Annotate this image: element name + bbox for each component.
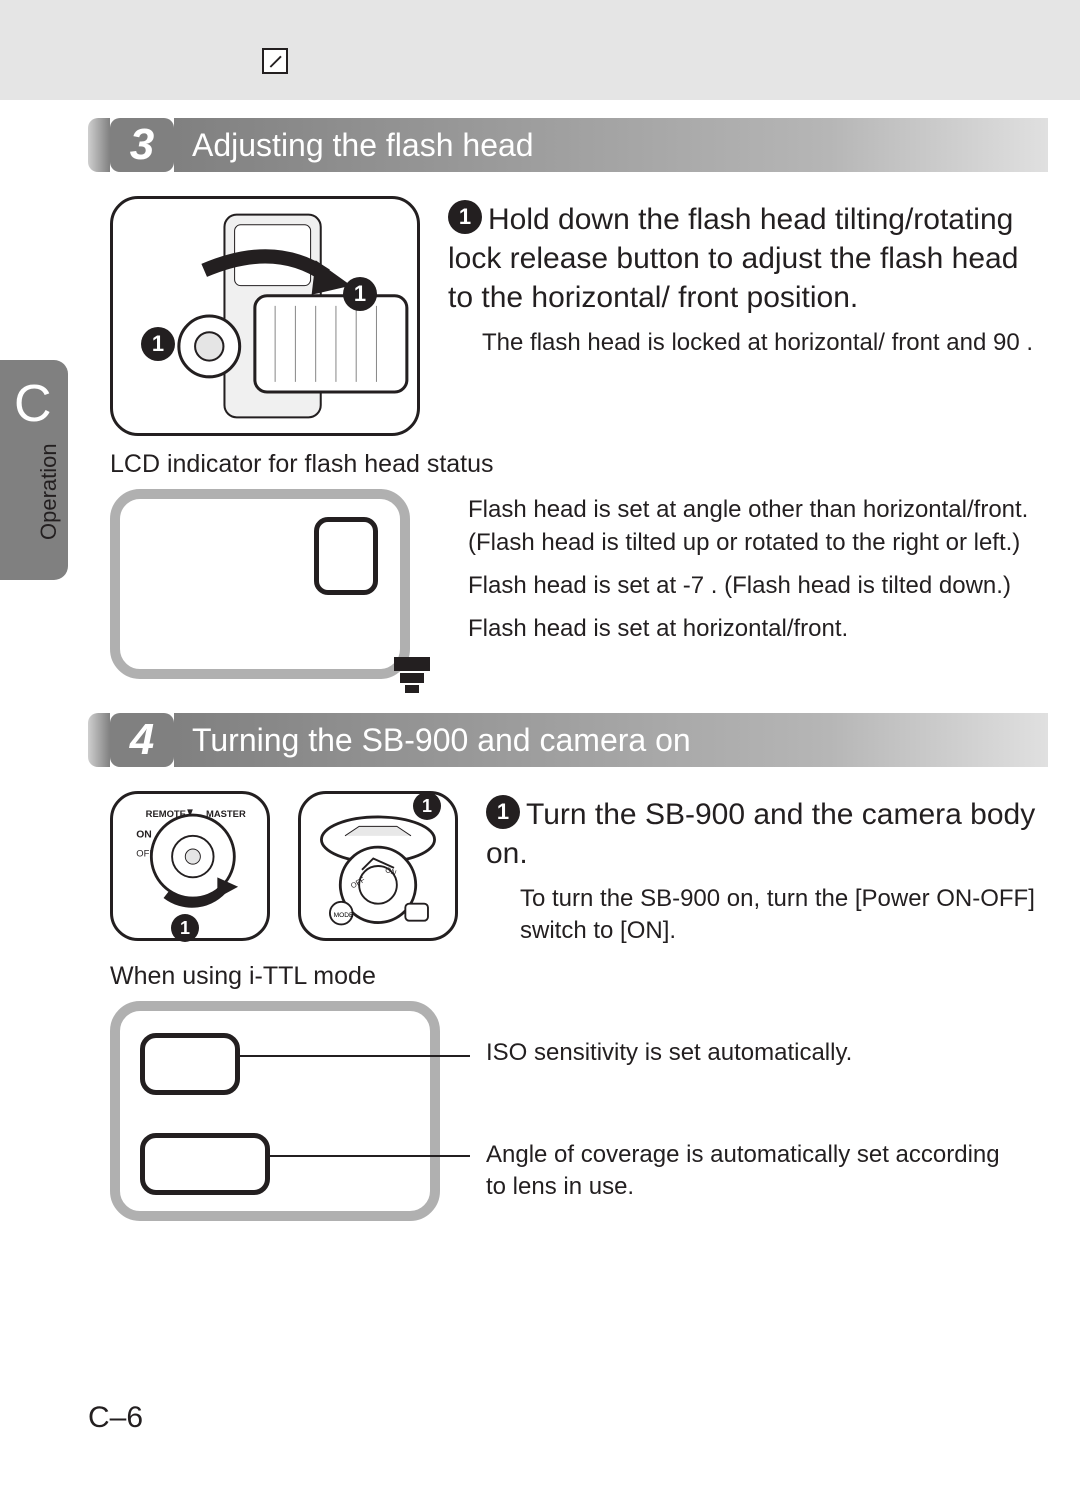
lcd-indicator-frame <box>110 489 410 679</box>
step-3-note: The flash head is locked at horizontal/ … <box>448 327 1048 359</box>
section-3-number: 3 <box>110 118 174 172</box>
section-4-heading: 4 Turning the SB-900 and camera on <box>88 713 1048 767</box>
svg-text:MASTER: MASTER <box>206 808 246 819</box>
fig-callout-1a: 1 <box>141 327 175 361</box>
section-3-text: 1Hold down the flash head tilting/rotati… <box>448 196 1048 436</box>
indicator-desc-1: Flash head is set at -7 . (Flash head is… <box>468 569 1048 602</box>
svg-text:ON: ON <box>136 830 152 841</box>
ittl-callout-0: ISO sensitivity is set automatically. <box>486 1039 1026 1067</box>
ittl-box-2 <box>140 1133 270 1195</box>
camera-callout-1: 1 <box>413 792 441 820</box>
section-3-title: Adjusting the flash head <box>174 118 1048 172</box>
fig-callout-1b: 1 <box>343 277 377 311</box>
step-4-note: To turn the SB-900 on, turn the [Power O… <box>486 883 1048 948</box>
page-content: 3 Adjusting the flash head <box>88 118 1048 1221</box>
indicator-desc-2: Flash head is set at horizontal/front. <box>468 612 1048 645</box>
section-3-heading: 3 Adjusting the flash head <box>88 118 1048 172</box>
ittl-lcd-frame <box>110 1001 440 1221</box>
section-4-title: Turning the SB-900 and camera on <box>174 713 1048 767</box>
flash-head-illustration <box>113 199 417 433</box>
flash-head-figure: 1 1 <box>110 196 420 436</box>
side-label: Operation <box>36 443 62 540</box>
svg-text:MODE: MODE <box>334 912 354 919</box>
step-4-text: Turn the SB-900 and the camera body on. <box>486 798 1035 870</box>
step-bullet-1: 1 <box>448 200 482 234</box>
step4-bullet: 1 <box>486 795 520 829</box>
leader-line-1 <box>238 1055 470 1057</box>
leader-line-2 <box>270 1155 470 1157</box>
section-letter: C <box>14 374 52 434</box>
header-bar <box>0 0 1080 100</box>
dial-callout-1: 1 <box>171 914 199 942</box>
section-4-text: 1Turn the SB-900 and the camera body on.… <box>486 791 1048 948</box>
indicator-desc-0: Flash head is set at angle other than ho… <box>468 493 1048 559</box>
indicator-descriptions: Flash head is set at angle other than ho… <box>438 489 1048 655</box>
ittl-box-1 <box>140 1033 240 1095</box>
lcd-icon-box <box>314 517 378 595</box>
step-3-text: Hold down the flash head tilting/rotatin… <box>448 203 1018 314</box>
camera-dial-figure: OFF ON MODE 1 <box>298 791 458 941</box>
lcd-caption: LCD indicator for flash head status <box>110 450 1048 479</box>
note-icon <box>262 48 288 74</box>
stacked-rect-icon <box>386 651 446 699</box>
ittl-callout-1: Angle of coverage is automatically set a… <box>486 1139 1026 1204</box>
power-dial-figure: REMOTE MASTER ON OFF 1 <box>110 791 270 941</box>
ittl-caption: When using i-TTL mode <box>110 962 1048 991</box>
page-number: C–6 <box>88 1401 143 1435</box>
section-4-number: 4 <box>110 713 174 767</box>
